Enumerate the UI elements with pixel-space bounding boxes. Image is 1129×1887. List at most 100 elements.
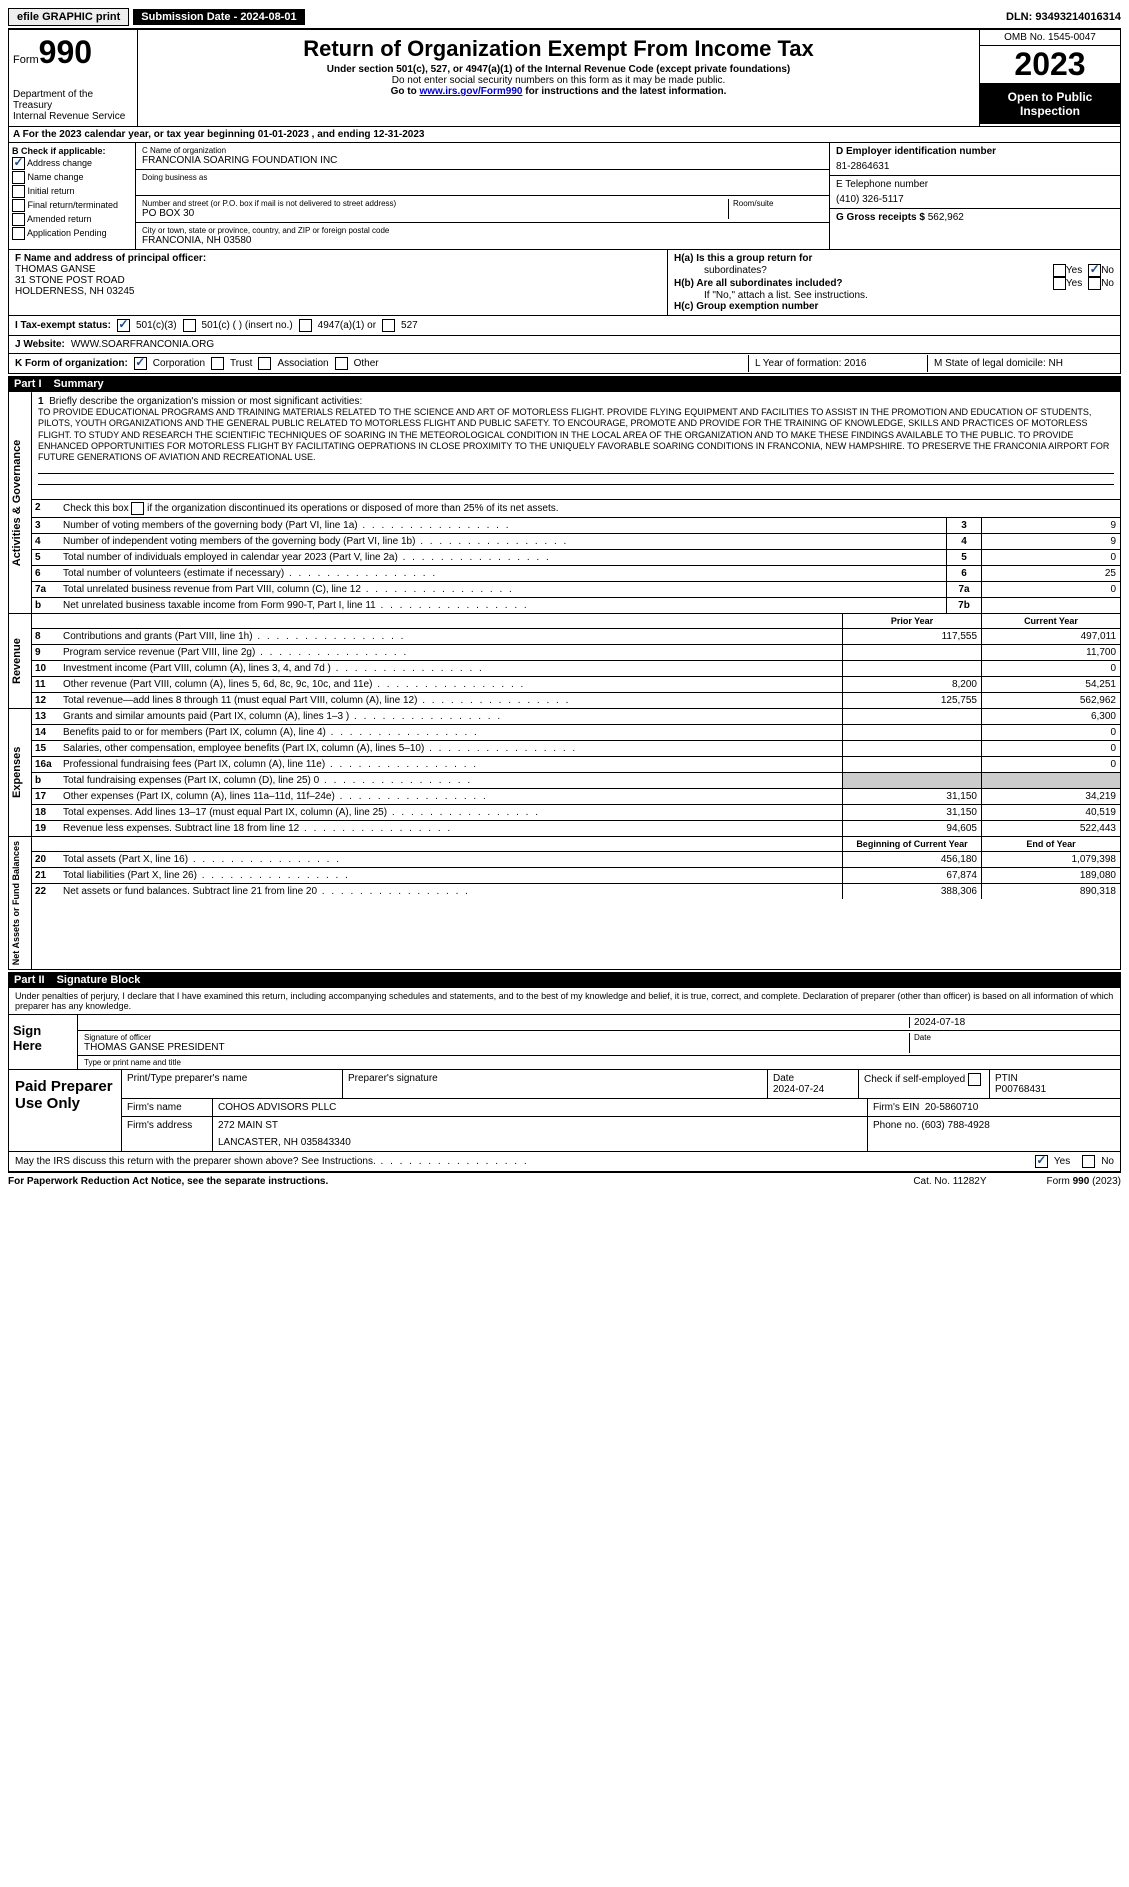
foot-cat: Cat. No. 11282Y: [913, 1176, 986, 1187]
check-app-pending[interactable]: [12, 227, 25, 240]
signature-block: Under penalties of perjury, I declare th…: [8, 988, 1121, 1070]
subtitle-1: Under section 501(c), 527, or 4947(a)(1)…: [142, 64, 975, 75]
firm-addr2: LANCASTER, NH 035843340: [218, 1137, 862, 1148]
tax-501c3[interactable]: [117, 319, 130, 332]
discuss-no[interactable]: [1082, 1155, 1095, 1168]
check-initial-return[interactable]: [12, 185, 25, 198]
firm-phone: (603) 788-4928: [921, 1120, 989, 1131]
beg-year-hdr: Beginning of Current Year: [842, 837, 981, 851]
mission-label: Briefly describe the organization's miss…: [49, 396, 362, 407]
gov-row: bNet unrelated business taxable income f…: [32, 598, 1120, 613]
officer-name: THOMAS GANSE: [15, 264, 661, 275]
firm-ein: 20-5860710: [925, 1102, 978, 1113]
irs-link[interactable]: www.irs.gov/Form990: [419, 86, 522, 97]
check-final-return[interactable]: [12, 199, 25, 212]
header-left: Form990 Department of the Treasury Inter…: [9, 30, 138, 126]
self-employed-check[interactable]: [968, 1073, 981, 1086]
omb-number: OMB No. 1545-0047: [980, 30, 1120, 46]
state-domicile: M State of legal domicile: NH: [927, 355, 1120, 372]
gov-row: 6Total number of volunteers (estimate if…: [32, 566, 1120, 582]
name-label: C Name of organization: [142, 146, 823, 155]
hc-label: H(c) Group exemption number: [674, 301, 818, 312]
tax-527[interactable]: [382, 319, 395, 332]
sig-name-label: Type or print name and title: [84, 1058, 181, 1067]
org-name: FRANCONIA SOARING FOUNDATION INC: [142, 155, 823, 166]
check-name-change[interactable]: [12, 171, 25, 184]
exp-row: 13Grants and similar amounts paid (Part …: [32, 709, 1120, 725]
website-value: WWW.SOARFRANCONIA.ORG: [71, 339, 214, 350]
na-row: 22Net assets or fund balances. Subtract …: [32, 884, 1120, 899]
vtab-expenses: Expenses: [9, 709, 32, 836]
top-bar: efile GRAPHIC print Submission Date - 20…: [8, 8, 1121, 26]
dln-label: DLN: 93493214016314: [1006, 11, 1121, 23]
sig-officer-name: THOMAS GANSE PRESIDENT: [84, 1042, 909, 1053]
exp-row: 18Total expenses. Add lines 13–17 (must …: [32, 805, 1120, 821]
addr-label: Number and street (or P.O. box if mail i…: [142, 199, 728, 208]
goto-line: Go to www.irs.gov/Form990 for instructio…: [142, 86, 975, 97]
col-h: H(a) Is this a group return for subordin…: [668, 250, 1120, 315]
expenses-section: Expenses 13Grants and similar amounts pa…: [8, 709, 1121, 837]
gross-label: G Gross receipts $: [836, 212, 925, 223]
org-trust[interactable]: [211, 357, 224, 370]
org-other[interactable]: [335, 357, 348, 370]
header-center: Return of Organization Exempt From Incom…: [138, 30, 979, 126]
preparer-block: Paid Preparer Use Only Print/Type prepar…: [8, 1070, 1121, 1152]
vtab-revenue: Revenue: [9, 614, 32, 708]
gov-row: 3Number of voting members of the governi…: [32, 518, 1120, 534]
tax-501c[interactable]: [183, 319, 196, 332]
rev-row: 9Program service revenue (Part VIII, lin…: [32, 645, 1120, 661]
current-year-hdr: Current Year: [981, 614, 1120, 628]
na-row: 20Total assets (Part X, line 16)456,1801…: [32, 852, 1120, 868]
block-bcd: B Check if applicable: Address change Na…: [8, 143, 1121, 250]
hb-yes[interactable]: [1053, 277, 1066, 290]
dept-label: Department of the Treasury Internal Reve…: [13, 89, 133, 122]
row-i: I Tax-exempt status: 501(c)(3) 501(c) ( …: [8, 316, 1121, 336]
dba-label: Doing business as: [142, 173, 823, 182]
tel-label: E Telephone number: [836, 179, 928, 190]
end-year-hdr: End of Year: [981, 837, 1120, 851]
rev-header-row: Prior Year Current Year: [32, 614, 1120, 629]
org-assoc[interactable]: [258, 357, 271, 370]
hb-no[interactable]: [1088, 277, 1101, 290]
officer-addr2: HOLDERNESS, NH 03245: [15, 286, 661, 297]
row-j: J Website: WWW.SOARFRANCONIA.ORG: [8, 336, 1121, 354]
revenue-section: Revenue Prior Year Current Year 8Contrib…: [8, 614, 1121, 709]
col-b: B Check if applicable: Address change Na…: [9, 143, 136, 249]
tel-value: (410) 326-5117: [836, 194, 1114, 205]
sign-here-label: Sign Here: [9, 1015, 78, 1069]
submission-date: Submission Date - 2024-08-01: [133, 9, 304, 25]
year-formation: L Year of formation: 2016: [748, 355, 921, 372]
exp-row: 16aProfessional fundraising fees (Part I…: [32, 757, 1120, 773]
header-right: OMB No. 1545-0047 2023 Open to Public In…: [979, 30, 1120, 126]
activities-governance: Activities & Governance 1 Briefly descri…: [8, 392, 1121, 614]
officer-addr1: 31 STONE POST ROAD: [15, 275, 661, 286]
mission-text: TO PROVIDE EDUCATIONAL PROGRAMS AND TRAI…: [38, 407, 1114, 463]
efile-print-button[interactable]: efile GRAPHIC print: [8, 8, 129, 26]
check-address-change[interactable]: [12, 157, 25, 170]
gross-value: 562,962: [928, 212, 964, 223]
exp-row: 15Salaries, other compensation, employee…: [32, 741, 1120, 757]
tax-4947[interactable]: [299, 319, 312, 332]
part2-header: Part II Signature Block: [8, 972, 1121, 988]
gov-row: 5Total number of individuals employed in…: [32, 550, 1120, 566]
ein-label: D Employer identification number: [836, 146, 996, 157]
check-amended[interactable]: [12, 213, 25, 226]
sig-intro: Under penalties of perjury, I declare th…: [9, 988, 1120, 1015]
rev-row: 11Other revenue (Part VIII, column (A), …: [32, 677, 1120, 693]
exp-row: 14Benefits paid to or for members (Part …: [32, 725, 1120, 741]
rev-row: 12Total revenue—add lines 8 through 11 (…: [32, 693, 1120, 708]
officer-label: F Name and address of principal officer:: [15, 253, 206, 264]
org-corp[interactable]: [134, 357, 147, 370]
ha-no[interactable]: [1088, 264, 1101, 277]
discuss-yes[interactable]: [1035, 1155, 1048, 1168]
discontinued-check[interactable]: [131, 502, 144, 515]
form-title: Return of Organization Exempt From Incom…: [142, 36, 975, 62]
ha-yes[interactable]: [1053, 264, 1066, 277]
form-number: Form990: [13, 34, 133, 71]
sig-date: 2024-07-18: [909, 1017, 1114, 1028]
gov-row: 4Number of independent voting members of…: [32, 534, 1120, 550]
firm-name: COHOS ADVISORS PLLC: [213, 1099, 868, 1116]
footer: For Paperwork Reduction Act Notice, see …: [8, 1172, 1121, 1190]
rev-row: 10Investment income (Part VIII, column (…: [32, 661, 1120, 677]
room-label: Room/suite: [733, 199, 823, 208]
